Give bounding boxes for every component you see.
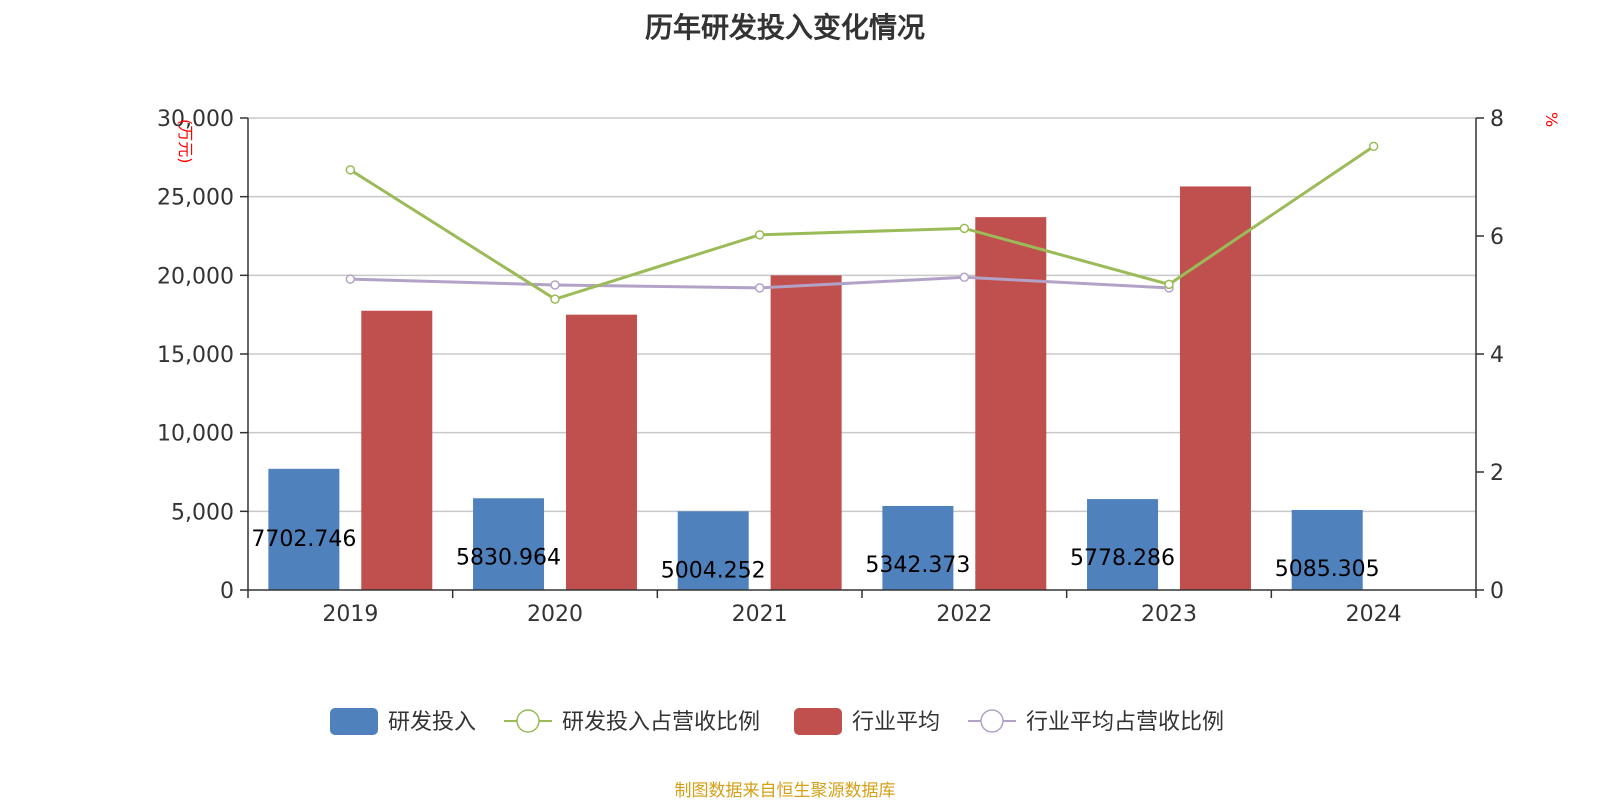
bar-rd-investment — [677, 511, 749, 590]
left-tick-label: 10,000 — [157, 422, 234, 447]
left-tick-label: 5,000 — [171, 500, 234, 525]
line-point — [345, 274, 356, 284]
bar-value-label: 7702.746 — [251, 527, 356, 552]
bar-industry-average — [1179, 186, 1251, 590]
bar-rd-investment — [1087, 499, 1159, 590]
lines — [345, 141, 1379, 304]
x-tick-label: 2023 — [1141, 602, 1197, 627]
legend-label: 行业平均 — [852, 710, 940, 735]
legend-swatch — [794, 708, 842, 735]
bar-value-label: 5085.305 — [1275, 557, 1380, 582]
right-tick-label: 4 — [1490, 343, 1504, 368]
line-point — [1164, 279, 1174, 290]
axes: 0 5,000 10,000 15,000 20,000 25,000 30,000 0 2 4 6… — [157, 107, 1561, 627]
x-tick-label: 2021 — [732, 602, 788, 627]
left-tick-label: 25,000 — [157, 186, 234, 211]
bar-rd-investment — [268, 468, 340, 590]
line-point — [959, 223, 970, 234]
chart-title: 历年研发投入变化情况 — [644, 11, 925, 44]
gridlines — [248, 117, 1476, 513]
bar-value-label: 5830.964 — [456, 545, 561, 570]
bar-value-label: 5778.286 — [1070, 546, 1175, 571]
legend-swatch-marker — [516, 709, 540, 733]
left-tick-label: 15,000 — [157, 343, 234, 368]
line-研发投入占营收比例 — [349, 145, 1375, 301]
bar-industry-average — [770, 275, 842, 590]
line-point — [1368, 141, 1379, 152]
data-labels: 7702.746 5830.964 5004.252 5342.373 5778.286… — [251, 527, 1379, 583]
source-note: 制图数据来自恒生聚源数据库 — [674, 781, 896, 801]
bars — [268, 186, 1363, 590]
bar-rd-investment — [1291, 509, 1363, 590]
x-tick-label: 2022 — [936, 602, 992, 627]
x-tick-label: 2020 — [527, 602, 583, 627]
bar-industry-average — [565, 314, 637, 590]
left-tick-label: 20,000 — [157, 264, 234, 289]
x-tick-label: 2019 — [322, 602, 378, 627]
bar-rd-investment — [473, 498, 545, 590]
right-tick-label: 6 — [1490, 225, 1504, 250]
bar-value-label: 5342.373 — [865, 553, 970, 578]
right-tick-label: 0 — [1490, 579, 1504, 604]
line-point — [550, 280, 560, 290]
right-tick-label: 8 — [1490, 107, 1504, 132]
x-tick-label: 2024 — [1346, 602, 1402, 627]
legend-label: 研发投入 — [388, 710, 476, 735]
line-point — [345, 165, 356, 175]
bar-industry-average — [361, 310, 433, 590]
bar-industry-average — [975, 217, 1047, 590]
bar-rd-investment — [882, 505, 954, 590]
legend-swatch — [330, 708, 378, 735]
right-tick-label: 2 — [1490, 461, 1504, 486]
legend[interactable]: 研发投入 研发投入占营收比例 行业平均 行业平均占营收比例 — [330, 708, 1224, 735]
left-unit-label: (万元) — [176, 119, 195, 164]
right-unit-label: % — [1542, 112, 1561, 127]
left-tick-label: 0 — [220, 579, 234, 604]
legend-label: 研发投入占营收比例 — [562, 710, 760, 735]
line-point — [754, 230, 765, 240]
line-point — [754, 283, 765, 293]
line-point — [959, 272, 970, 283]
legend-swatch-marker — [980, 709, 1004, 733]
legend-label: 行业平均占营收比例 — [1026, 710, 1224, 735]
left-tick-label: 30,000 — [157, 107, 234, 132]
bar-value-label: 5004.252 — [661, 558, 766, 583]
line-point — [550, 294, 560, 304]
